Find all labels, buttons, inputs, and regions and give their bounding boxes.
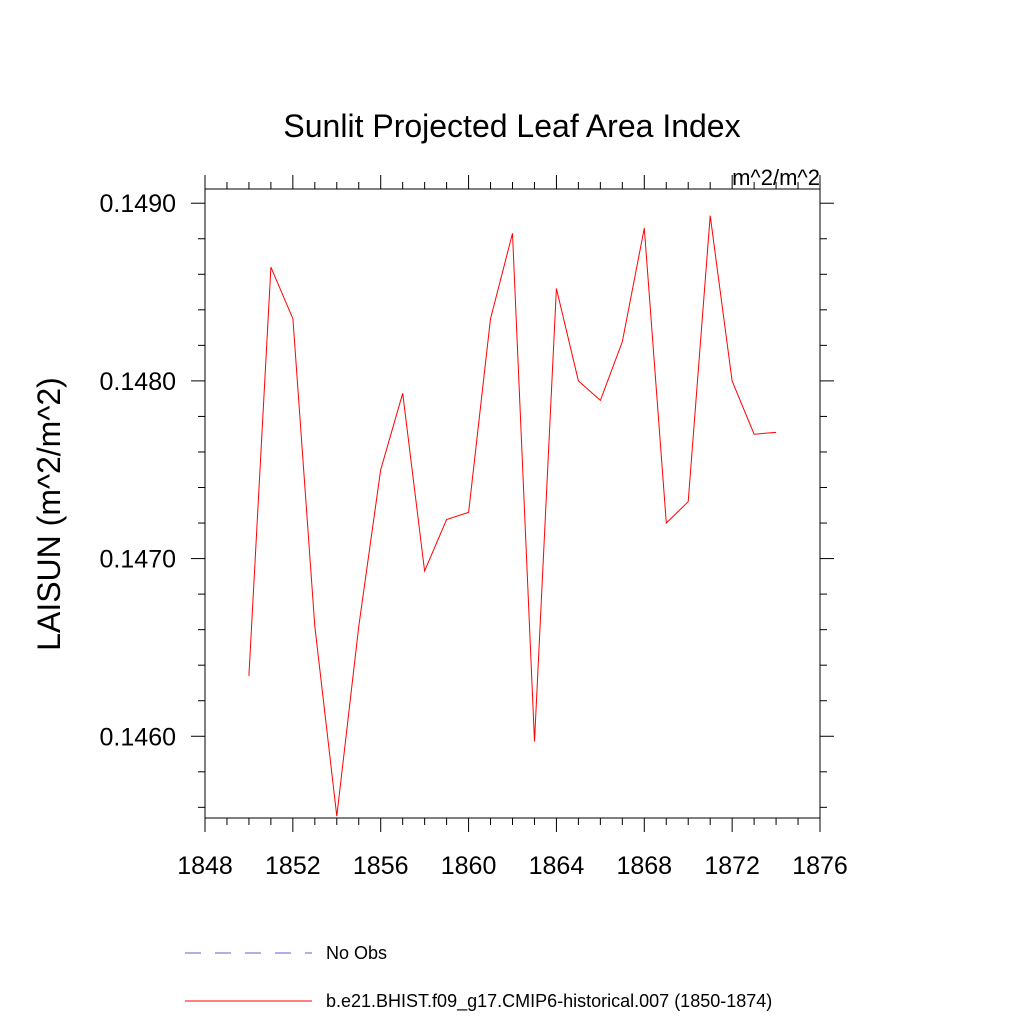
- y-tick-labels: 0.1460 0.1470 0.1480 0.1490: [100, 190, 176, 751]
- plot-frame: [204, 188, 821, 819]
- x-tick-labels: 1848 1852 1856 1860 1864 1868 1872 1876: [177, 852, 848, 880]
- chart-title: Sunlit Projected Leaf Area Index: [283, 108, 740, 144]
- y-tick-label-0.1460: 0.1460: [100, 723, 176, 751]
- y-axis-label: LAISUN (m^2/m^2): [31, 377, 67, 651]
- y-tick-label-0.1470: 0.1470: [100, 546, 176, 574]
- x-tick-label-1856: 1856: [353, 852, 409, 880]
- x-tick-label-1864: 1864: [529, 852, 585, 880]
- axis-ticks: [191, 175, 834, 832]
- x-tick-label-1868: 1868: [616, 852, 672, 880]
- y-tick-label-0.1480: 0.1480: [100, 368, 176, 396]
- legend: No Obs b.e21.BHIST.f09_g17.CMIP6-histori…: [185, 943, 772, 1012]
- series-layer: [248, 215, 777, 817]
- x-tick-label-1876: 1876: [792, 852, 848, 880]
- x-tick-label-1852: 1852: [265, 852, 321, 880]
- x-tick-label-1872: 1872: [704, 852, 760, 880]
- series-line-0: [248, 215, 777, 817]
- x-tick-label-1848: 1848: [177, 852, 233, 880]
- y-tick-label-0.1490: 0.1490: [100, 190, 176, 218]
- legend-label-no-obs: No Obs: [326, 943, 387, 963]
- legend-label-model: b.e21.BHIST.f09_g17.CMIP6-historical.007…: [326, 991, 772, 1012]
- x-tick-label-1860: 1860: [441, 852, 497, 880]
